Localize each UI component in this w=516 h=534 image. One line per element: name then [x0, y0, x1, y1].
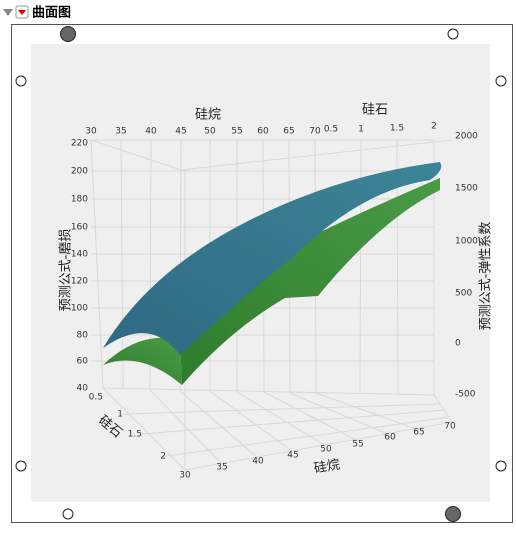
surface-green	[180, 178, 440, 385]
tick-label: 220	[71, 139, 88, 149]
tick-label: 0	[455, 339, 461, 349]
handle[interactable]	[445, 506, 461, 522]
tick-label: 1.5	[390, 124, 404, 134]
tick-label: 40	[145, 127, 157, 137]
handle[interactable]	[495, 75, 507, 87]
tick-label: 180	[71, 195, 88, 205]
handles	[15, 26, 507, 522]
tick-label: 30	[85, 127, 97, 137]
tick-label: 1	[117, 410, 123, 420]
tick-label: 30	[179, 471, 191, 481]
axis-label: 硅石	[362, 103, 388, 118]
tick-label: 1500	[455, 184, 478, 194]
tick-label: 35	[115, 127, 126, 137]
handle[interactable]	[60, 26, 76, 42]
tick-label: 65	[413, 428, 424, 438]
tick-label: 50	[204, 127, 216, 137]
handle[interactable]	[15, 460, 27, 472]
surface-blue	[103, 162, 442, 355]
tick-label: 60	[77, 357, 89, 367]
axis-label: 预测公式-弹性系数	[479, 222, 494, 331]
menu-arrow	[18, 10, 26, 15]
tick-label: 1.5	[128, 430, 142, 440]
tick-label: 2	[160, 452, 166, 462]
tick-label: 55	[231, 127, 242, 137]
tick-label: 200	[71, 167, 88, 177]
tick-label: 0.5	[89, 393, 103, 403]
surface-green-front	[103, 337, 182, 385]
axis-label: 硅烷	[313, 457, 341, 476]
tick-label: 2	[431, 122, 437, 132]
tick-label: 100	[71, 304, 88, 314]
tick-label: 1000	[455, 237, 478, 247]
tick-label: 60	[384, 433, 396, 443]
tick-label: 1	[358, 125, 364, 135]
axis-label: 预测公式-磨损	[59, 229, 74, 312]
tick-label: 65	[283, 127, 294, 137]
tick-label: 70	[444, 422, 456, 432]
tick-label: 140	[71, 250, 88, 260]
handle[interactable]	[15, 75, 27, 87]
panel-title: 曲面图	[32, 5, 71, 21]
tick-label: 80	[77, 331, 89, 341]
tick-label: 120	[71, 277, 88, 287]
tick-label: 2000	[455, 132, 478, 142]
tick-label: 0.5	[324, 125, 338, 135]
tick-label: 160	[71, 223, 88, 233]
tick-label: 45	[287, 451, 298, 461]
tick-label: 50	[320, 445, 332, 455]
tick-label: 70	[309, 127, 321, 137]
handle[interactable]	[62, 508, 74, 520]
tick-label: 40	[77, 384, 89, 394]
axis-label: 硅烷	[195, 108, 221, 123]
tick-label: -500	[455, 390, 476, 400]
tick-label: 500	[455, 289, 472, 299]
tick-label: 45	[175, 127, 186, 137]
tick-label: 40	[252, 457, 264, 467]
tick-label: 55	[352, 440, 363, 450]
collapse-icon[interactable]	[3, 9, 13, 16]
handle[interactable]	[447, 28, 459, 40]
handle[interactable]	[495, 460, 507, 472]
tick-label: 35	[216, 463, 227, 473]
tick-label: 60	[257, 127, 269, 137]
